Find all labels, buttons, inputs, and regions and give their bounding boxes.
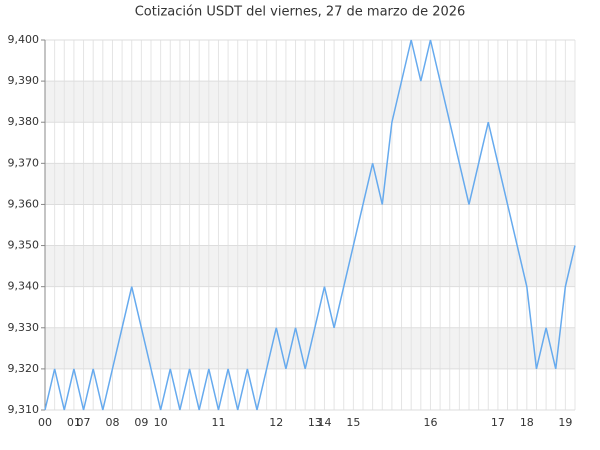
x-tick-label: 07 [77, 416, 91, 429]
x-tick-label: 08 [105, 416, 119, 429]
x-tick-label: 14 [317, 416, 331, 429]
y-tick-label: 9,310 [8, 403, 40, 416]
line [44, 39, 576, 411]
y-tick-label: 9,340 [8, 280, 40, 293]
x-tick-label: 18 [520, 416, 534, 429]
y-tick-label: 9,320 [8, 362, 40, 375]
grid-band [45, 245, 575, 287]
y-tick-label: 9,370 [8, 156, 40, 169]
x-tick-label: 09 [134, 416, 148, 429]
x-tick-label: 17 [491, 416, 505, 429]
y-tick-label: 9,390 [8, 74, 40, 87]
y-tick-label: 9,330 [8, 321, 40, 334]
x-tick-label: 00 [38, 416, 52, 429]
grid-band [45, 81, 575, 123]
x-tick-label: 19 [558, 416, 572, 429]
y-tick-label: 9,350 [8, 239, 40, 252]
x-tick-label: 16 [423, 416, 437, 429]
x-tick-label: 12 [269, 416, 283, 429]
chart-title: Cotización USDT del viernes, 27 de marzo… [135, 5, 466, 20]
x-tick-label: 15 [346, 416, 360, 429]
y-tick-label: 9,400 [8, 33, 40, 46]
x-tick-label: 13 [308, 416, 322, 429]
y-tick-label: 9,360 [8, 197, 40, 210]
x-tick-label: 10 [154, 416, 168, 429]
x-tick-label: 11 [211, 416, 225, 429]
y-tick-label: 9,380 [8, 115, 40, 128]
x-tick-label: 01 [67, 416, 81, 429]
grid-band [45, 163, 575, 205]
